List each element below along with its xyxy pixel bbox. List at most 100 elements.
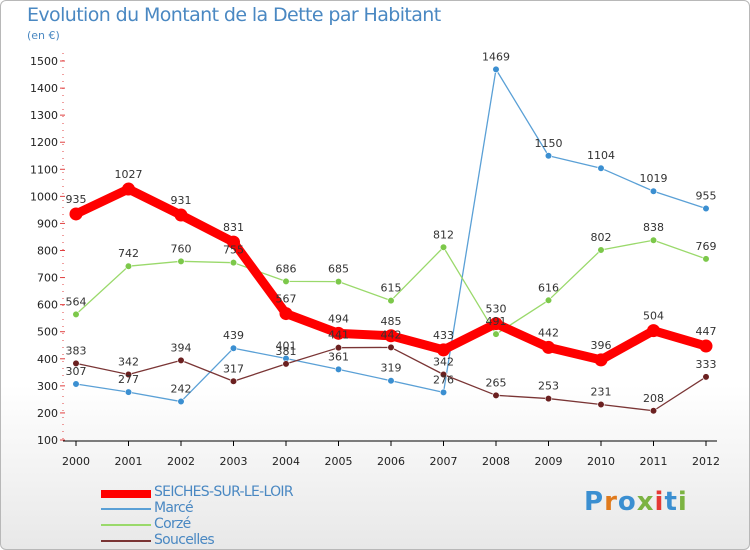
legend-label-seiches: SEICHES-SUR-LE-LOIR [154,484,294,500]
data-label-seiches: 831 [223,221,244,234]
point-marce [72,380,80,388]
data-label-soucelles: 317 [223,362,244,375]
data-label-seiches: 1027 [115,168,143,181]
logo-letter: r [604,487,618,517]
logo-letter: o [617,487,637,517]
x-tick-label: 2012 [692,455,720,468]
x-tick-label: 2010 [587,455,615,468]
data-label-marce: 319 [381,362,402,375]
legend-item-corze: Corzé [101,516,401,533]
data-label-corze: 812 [433,228,454,241]
data-label-seiches: 442 [538,326,559,339]
data-label-marce: 955 [696,190,717,203]
data-label-corze: 742 [118,247,139,260]
x-tick-label: 2008 [482,455,510,468]
x-tick-label: 2005 [325,455,353,468]
data-label-soucelles: 342 [433,355,454,368]
data-label-marce: 1019 [640,172,668,185]
point-seiches [489,317,503,331]
data-label-corze: 616 [538,281,559,294]
data-label-seiches: 567 [276,293,297,306]
data-label-seiches: 396 [591,339,612,352]
point-marce [597,164,605,172]
point-soucelles [544,394,553,403]
x-tick-label: 2001 [115,455,143,468]
point-soucelles [124,370,133,379]
data-label-corze: 838 [643,221,664,234]
data-label-seiches: 504 [643,310,664,323]
x-tick-label: 2002 [167,455,195,468]
data-label-soucelles: 265 [486,376,507,389]
point-marce [649,187,658,195]
x-tick-label: 2006 [377,455,405,468]
data-label-seiches: 447 [696,325,717,338]
data-label-corze: 755 [223,244,244,257]
data-label-soucelles: 342 [118,355,139,368]
y-tick-label: 800 [37,245,58,258]
data-label-corze: 769 [696,240,717,253]
data-label-marce: 1104 [587,149,615,162]
y-tick-label: 1400 [30,82,58,95]
point-corze [177,257,185,265]
data-label-corze: 491 [486,315,507,328]
data-label-seiches: 485 [381,315,402,328]
point-soucelles [229,377,238,385]
logo-letter: t [664,487,678,517]
point-soucelles [282,360,290,368]
point-seiches [699,339,713,353]
point-corze [544,296,553,304]
y-tick-label: 400 [37,353,58,366]
data-label-marce: 276 [433,373,454,386]
point-corze [702,255,710,263]
y-tick-label: 1200 [30,136,58,149]
logo-letter: P [584,487,605,517]
proxiti-logo: Proxiti [584,487,688,517]
data-label-seiches: 494 [328,312,349,325]
data-label-marce: 1469 [482,50,510,63]
data-label-corze: 615 [381,282,402,295]
axes: 100 200 300 400 500 600 700 800 900 1000 1100 1200 1… [30,53,720,468]
legend: SEICHES-SUR-LE-LOIR Marcé Corzé Soucelle… [101,484,401,549]
data-label-seiches: 530 [486,303,507,316]
point-marce [439,388,448,396]
legend-item-seiches: SEICHES-SUR-LE-LOIR [101,484,401,501]
data-label-marce: 242 [171,383,192,396]
data-label-marce: 1150 [535,137,563,150]
data-label-corze: 686 [276,262,297,275]
legend-item-marce: Marcé [101,500,401,517]
x-tick-label: 2000 [62,455,90,468]
point-seiches [384,329,398,343]
point-seiches [174,208,188,222]
point-soucelles [439,370,448,379]
data-label-soucelles: 231 [591,386,612,399]
data-label-corze: 760 [171,242,192,255]
data-label-marce: 307 [66,365,87,378]
series-lines [71,68,711,412]
point-corze [439,243,448,251]
point-corze [492,330,500,338]
point-seiches [542,340,555,354]
y-tick-label: 700 [37,272,58,285]
point-seiches [594,353,608,367]
logo-letter: i [654,487,665,517]
point-marce [177,397,185,406]
x-tick-label: 2009 [535,455,563,468]
x-tick-label: 2011 [640,455,668,468]
point-marce [124,388,133,396]
point-seiches [332,326,345,340]
point-seiches [122,182,135,196]
point-soucelles [649,407,658,415]
y-tick-label: 200 [37,407,58,420]
legend-swatch-soucelles [101,540,151,542]
y-tick-label: 1500 [30,55,58,68]
data-label-soucelles: 333 [696,358,717,371]
point-soucelles [177,356,185,365]
point-seiches [437,343,450,357]
point-seiches [647,324,660,338]
data-label-seiches: 935 [66,193,87,206]
point-soucelles [72,359,80,367]
y-tick-label: 100 [37,434,58,447]
data-label-seiches: 931 [171,194,192,207]
